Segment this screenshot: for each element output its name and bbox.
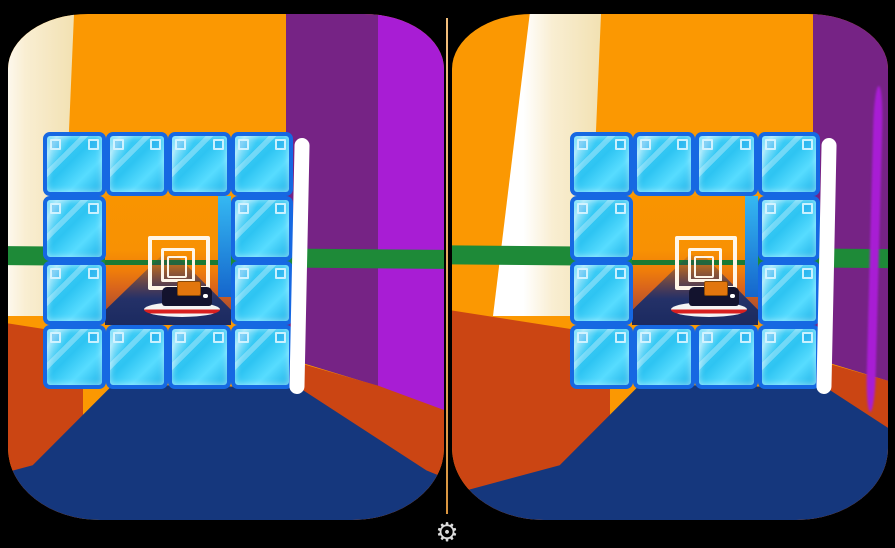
glass-block	[230, 196, 293, 261]
glass-block	[230, 132, 293, 197]
tunnel-opening	[633, 261, 696, 325]
glass-block	[757, 196, 820, 261]
stereo-divider-line	[446, 18, 448, 514]
glass-block	[757, 132, 820, 197]
glass-block	[570, 260, 633, 325]
tunnel-opening	[168, 196, 231, 260]
glass-block	[43, 132, 106, 197]
tunnel-opening	[168, 261, 231, 325]
tunnel-interior	[105, 196, 231, 325]
game-scene	[452, 14, 888, 520]
right-eye-view	[452, 14, 888, 520]
hovercraft-cargo-block	[177, 281, 201, 296]
player-hovercraft	[144, 280, 220, 320]
glass-block	[43, 196, 106, 261]
tunnel-inner-face	[745, 196, 758, 297]
glass-block	[168, 324, 231, 389]
glass-block	[695, 132, 758, 197]
game-scene	[8, 14, 444, 520]
player-hovercraft	[671, 280, 747, 320]
tunnel-gate-frame-middle	[688, 248, 722, 282]
tunnel-gate-frame-middle	[161, 248, 195, 282]
hovercraft-window	[730, 294, 735, 298]
glass-block	[43, 324, 106, 389]
glass-block-wall	[43, 132, 293, 389]
glass-block	[757, 324, 820, 389]
tunnel-opening	[106, 261, 169, 325]
glass-block	[632, 132, 695, 197]
glass-block	[105, 132, 168, 197]
tunnel-gate-frame-inner	[167, 256, 187, 278]
tunnel-gate-frame-inner	[694, 256, 714, 278]
purple-pillar-bright	[378, 14, 444, 446]
tunnel-inner-face	[218, 196, 231, 297]
tunnel-interior	[632, 196, 758, 325]
glass-block	[757, 260, 820, 325]
glass-block	[632, 324, 695, 389]
tunnel-opening	[695, 261, 758, 325]
glass-block-wall	[570, 132, 820, 389]
glass-block	[230, 260, 293, 325]
glass-block	[570, 132, 633, 197]
glass-block	[43, 260, 106, 325]
glass-block	[168, 132, 231, 197]
glass-block	[695, 324, 758, 389]
tunnel-opening	[106, 196, 169, 260]
left-eye-view	[8, 14, 444, 520]
glass-block	[570, 196, 633, 261]
tunnel-opening	[633, 196, 696, 260]
tunnel-opening	[695, 196, 758, 260]
hovercraft-cargo-block	[704, 281, 728, 296]
settings-gear-icon[interactable]: ⚙	[435, 518, 459, 548]
glass-block	[570, 324, 633, 389]
hovercraft-window	[203, 294, 208, 298]
glass-block	[230, 324, 293, 389]
glass-block	[105, 324, 168, 389]
